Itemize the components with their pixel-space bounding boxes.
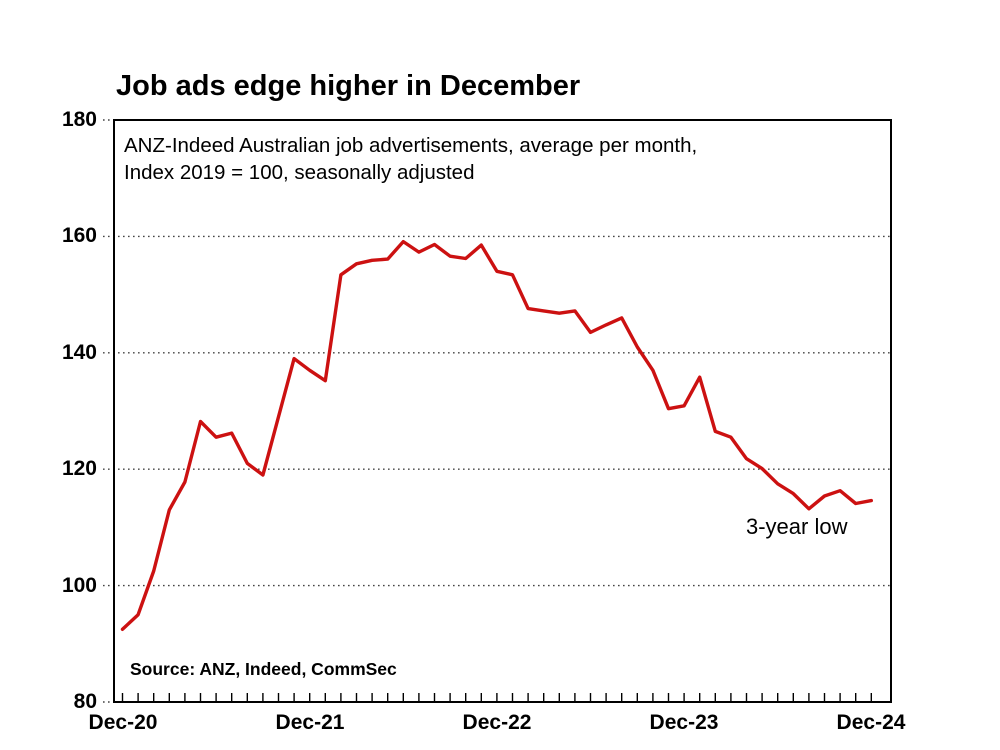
y-axis-label-100: 100 (61, 574, 97, 597)
source-note: Source: ANZ, Indeed, CommSec (130, 659, 397, 679)
chart-subtitle-line-1: ANZ-Indeed Australian job advertisements… (124, 134, 698, 157)
x-axis-label-Dec-21: Dec-21 (275, 711, 345, 734)
chart-subtitle-line-2: Index 2019 = 100, seasonally adjusted (124, 161, 475, 184)
chart-title: Job ads edge higher in December (116, 70, 581, 102)
y-axis-label-120: 120 (61, 457, 97, 480)
annotation-3-year-low: 3-year low (746, 514, 848, 539)
y-axis-label-160: 160 (61, 224, 97, 247)
plot-border (113, 119, 892, 703)
x-axis-label-Dec-20: Dec-20 (88, 711, 158, 734)
y-axis-label-80: 80 (73, 690, 97, 713)
x-axis-label-Dec-24: Dec-24 (836, 711, 906, 734)
y-axis-label-180: 180 (61, 108, 97, 131)
x-axis-label-Dec-22: Dec-22 (462, 711, 532, 734)
jobads-series-line (120, 239, 873, 631)
x-axis-label-Dec-23: Dec-23 (649, 711, 719, 734)
y-axis-label-140: 140 (61, 341, 97, 364)
